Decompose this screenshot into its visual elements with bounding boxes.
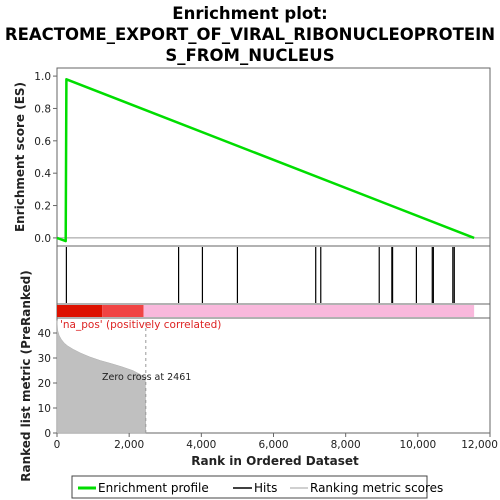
legend-label-metric: Ranking metric scores	[310, 481, 443, 495]
metric-series	[56, 320, 147, 434]
enrichment-profile-line	[56, 78, 475, 243]
metric-y-axis-title: Ranked list metric (PreRanked)	[19, 270, 33, 482]
hits-panel-frame	[56, 245, 491, 305]
ranking-metric-area	[56, 320, 147, 434]
es-y-tick-label: 1.0	[34, 71, 51, 83]
x-tick-label: 8,000	[331, 439, 361, 451]
x-tick-label: 4,000	[186, 439, 216, 451]
metric-y-tick-label: 20	[38, 378, 51, 390]
zero-cross-label: Zero cross at 2461	[102, 372, 191, 383]
x-tick-label: 2,000	[114, 439, 144, 451]
plot-title-line-3: S_FROM_NUCLEUS	[165, 46, 334, 65]
es-series	[56, 78, 475, 243]
plot-title-line-2: REACTOME_EXPORT_OF_VIRAL_RIBONUCLEOPROTE…	[5, 25, 495, 44]
es-y-tick-label: 0.0	[34, 233, 51, 245]
es-y-tick-label: 0.6	[34, 136, 51, 148]
hit-markers	[65, 247, 455, 303]
x-tick-label: 0	[54, 439, 61, 451]
rank-color-bar	[57, 305, 475, 317]
es-y-axis: 0.0 0.2 0.4 0.6 0.8 1.0	[34, 71, 57, 245]
x-axis-title: Rank in Ordered Dataset	[191, 454, 359, 468]
es-y-tick-label: 0.8	[34, 103, 51, 115]
legend-label-hits: Hits	[254, 481, 277, 495]
plot-title-line-1: Enrichment plot:	[172, 4, 327, 23]
rank-bar-segment	[102, 305, 144, 317]
metric-y-tick-label: 10	[38, 403, 51, 415]
metric-y-axis: 0 10 20 30 40	[38, 328, 57, 440]
es-y-axis-title: Enrichment score (ES)	[13, 82, 27, 232]
es-y-tick-label: 0.4	[34, 168, 51, 180]
positive-correlation-label: 'na_pos' (positively correlated)	[60, 319, 221, 331]
es-y-tick-label: 0.2	[34, 201, 51, 213]
legend-label-enrichment: Enrichment profile	[98, 481, 209, 495]
metric-y-tick-label: 30	[38, 353, 51, 365]
rank-bar-segment	[57, 305, 103, 317]
x-tick-label: 6,000	[258, 439, 288, 451]
metric-y-tick-label: 0	[44, 428, 51, 440]
metric-y-tick-label: 40	[38, 328, 51, 340]
x-tick-label: 10,000	[399, 439, 436, 451]
rank-bar-segment	[143, 305, 475, 317]
legend: Enrichment profile Hits Ranking metric s…	[71, 475, 443, 499]
x-axis: 0 2,000 4,000 6,000 8,000 10,000 12,000	[54, 433, 498, 451]
x-tick-label: 12,000	[461, 439, 498, 451]
legend-frame	[71, 475, 428, 499]
